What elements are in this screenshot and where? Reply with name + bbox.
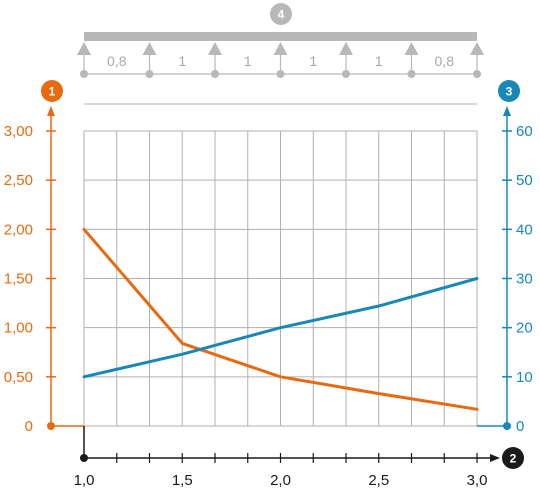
support-triangle — [273, 42, 288, 55]
left-axis-tick-label: 1,00 — [4, 320, 33, 337]
span-label: 1 — [178, 53, 186, 69]
series-lines — [82, 227, 479, 411]
right-axis-tick-label: 60 — [516, 123, 533, 140]
span-label: 0,8 — [107, 53, 127, 69]
support-triangle — [142, 42, 157, 55]
right-axis-tick-label: 0 — [516, 418, 524, 435]
left-axis-tick-label: 1,50 — [4, 271, 33, 288]
axis-badges: 1 3 2 4 — [41, 3, 524, 469]
beam-bar — [84, 32, 477, 41]
left-axis-tick-label: 2,00 — [4, 221, 33, 238]
grid — [83, 103, 478, 427]
left-axis-tick-label: 2,50 — [4, 172, 33, 189]
x-axis-arrow — [490, 454, 500, 462]
left-axis-tick-label: 0,50 — [4, 369, 33, 386]
right-axis-badge: 3 — [498, 80, 520, 102]
beam-badge-text: 4 — [278, 8, 285, 22]
left-axis-arrow — [47, 106, 55, 116]
x-axis-badge-text: 2 — [510, 452, 517, 466]
right-axis-tick-label: 10 — [516, 369, 533, 386]
support-triangle — [77, 42, 91, 55]
x-axis-tick-label: 1,0 — [74, 472, 95, 489]
left-axis-badge-text: 1 — [49, 85, 56, 99]
span-label: 0,8 — [435, 53, 455, 69]
support-triangle — [339, 42, 353, 55]
x-axis-tick-label: 2,0 — [270, 472, 291, 489]
x-axis-badge-circle — [502, 447, 524, 469]
support-triangle — [404, 42, 419, 55]
beam-diagram: 0,8 1 1 1 1 0,8 — [77, 32, 484, 78]
x-axis-origin-dot — [80, 454, 88, 462]
span-label: 1 — [244, 53, 252, 69]
beam-badge: 4 — [270, 3, 292, 25]
support-triangle — [208, 42, 222, 55]
right-axis-tick-label: 20 — [516, 320, 533, 337]
left-axis-badge-circle — [41, 80, 63, 102]
x-axis-tick-label: 3,0 — [467, 472, 488, 489]
support-triangle — [470, 42, 484, 55]
right-axis-tick-label: 50 — [516, 172, 533, 189]
axes: 0 0,50 1,00 1,50 2,00 2,50 3,00 0 10 20 30 40 50 60 1,… — [4, 106, 533, 489]
right-axis-tick-label: 30 — [516, 271, 533, 288]
right-axis-tick-label: 40 — [516, 221, 533, 238]
x-axis-badge: 2 — [502, 447, 524, 469]
x-axis-tick-label: 2,5 — [368, 472, 389, 489]
beam-badge-circle — [270, 3, 292, 25]
left-axis-tick-label: 3,00 — [4, 123, 33, 140]
left-axis-badge: 1 — [41, 80, 63, 102]
x-axis-tick-label: 1,5 — [172, 472, 193, 489]
left-axis-tick-label: 0 — [25, 418, 33, 435]
right-axis-badge-circle — [498, 80, 520, 102]
right-axis-arrow — [503, 106, 511, 116]
span-label: 1 — [309, 53, 317, 69]
right-axis-badge-text: 3 — [506, 85, 513, 99]
span-label: 1 — [375, 53, 383, 69]
